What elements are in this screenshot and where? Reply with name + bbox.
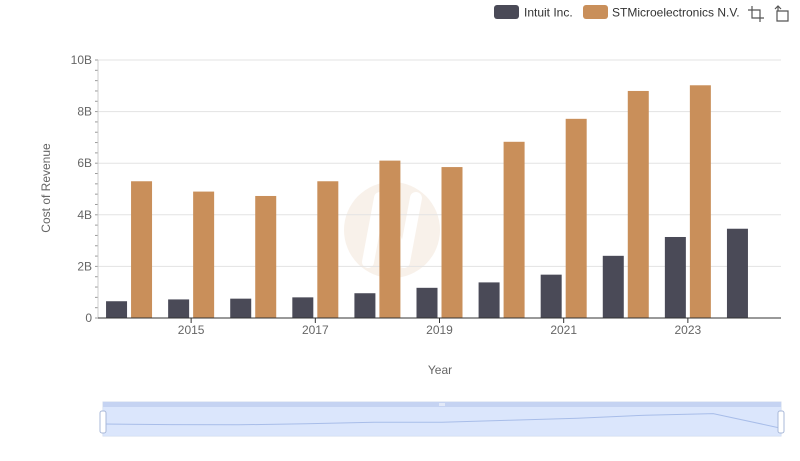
y-tick-label: 2B <box>77 259 92 273</box>
crop-icon[interactable] <box>748 6 764 22</box>
y-axis-title: Cost of Revenue <box>39 143 53 233</box>
y-tick-label: 10B <box>71 53 92 67</box>
x-tick-label: 2015 <box>178 323 205 337</box>
legend-item-intuit[interactable]: Intuit Inc. <box>494 5 573 20</box>
bar-stmicro-2019[interactable] <box>441 167 463 318</box>
zoom-slider-preview-line <box>102 413 782 429</box>
zoom-slider-handle-left[interactable] <box>99 410 107 434</box>
x-axis-title: Year <box>428 363 452 377</box>
bar-stmicro-2021[interactable] <box>565 118 587 318</box>
legend-label-stmicro: STMicroelectronics N.V. <box>612 6 740 20</box>
bar-intuit-2017[interactable] <box>292 297 314 318</box>
bar-intuit-2015[interactable] <box>168 299 190 318</box>
bar-stmicro-2020[interactable] <box>503 141 525 318</box>
legend-label-intuit: Intuit Inc. <box>524 6 573 20</box>
legend-swatch-intuit <box>494 5 519 19</box>
bar-stmicro-2014[interactable] <box>131 181 153 318</box>
zoom-slider-handle-right[interactable] <box>777 410 785 434</box>
bar-intuit-2018[interactable] <box>354 293 376 318</box>
x-tick-label: 2021 <box>550 323 577 337</box>
y-tick-label: 8B <box>77 105 92 119</box>
y-tick-label: 4B <box>77 208 92 222</box>
bar-intuit-2021[interactable] <box>540 274 562 318</box>
zoom-slider-grip-icon[interactable] <box>439 403 445 406</box>
restore-icon[interactable] <box>774 5 789 22</box>
bar-stmicro-2017[interactable] <box>317 181 339 318</box>
y-axis: 0 2B 4B 6B 8B 10B <box>71 53 99 325</box>
bar-intuit-2016[interactable] <box>230 298 252 318</box>
bar-stmicro-2015[interactable] <box>193 191 215 318</box>
bar-intuit-2024[interactable] <box>726 228 748 318</box>
bar-intuit-2014[interactable] <box>106 301 128 318</box>
bar-stmicro-2023[interactable] <box>689 85 711 318</box>
bar-intuit-2019[interactable] <box>416 287 438 318</box>
bar-stmicro-2016[interactable] <box>255 195 277 318</box>
legend[interactable]: Intuit Inc. STMicroelectronics N.V. <box>494 5 740 20</box>
bars <box>106 85 748 319</box>
x-tick-label: 2023 <box>675 323 702 337</box>
y-tick-label: 0 <box>85 311 92 325</box>
zoom-slider[interactable] <box>99 401 785 437</box>
bar-stmicro-2018[interactable] <box>379 160 401 318</box>
zoom-slider-selection[interactable] <box>103 407 781 436</box>
bar-stmicro-2022[interactable] <box>627 90 649 319</box>
legend-item-stmicro[interactable]: STMicroelectronics N.V. <box>583 5 740 20</box>
y-tick-label: 6B <box>77 156 92 170</box>
bar-intuit-2020[interactable] <box>478 282 500 318</box>
legend-swatch-stmicro <box>583 5 608 19</box>
x-axis: 2015 2017 2019 2021 2023 <box>98 317 781 337</box>
x-tick-label: 2019 <box>426 323 453 337</box>
x-tick-label: 2017 <box>302 323 329 337</box>
bar-intuit-2022[interactable] <box>602 255 624 318</box>
bar-intuit-2023[interactable] <box>664 236 686 318</box>
